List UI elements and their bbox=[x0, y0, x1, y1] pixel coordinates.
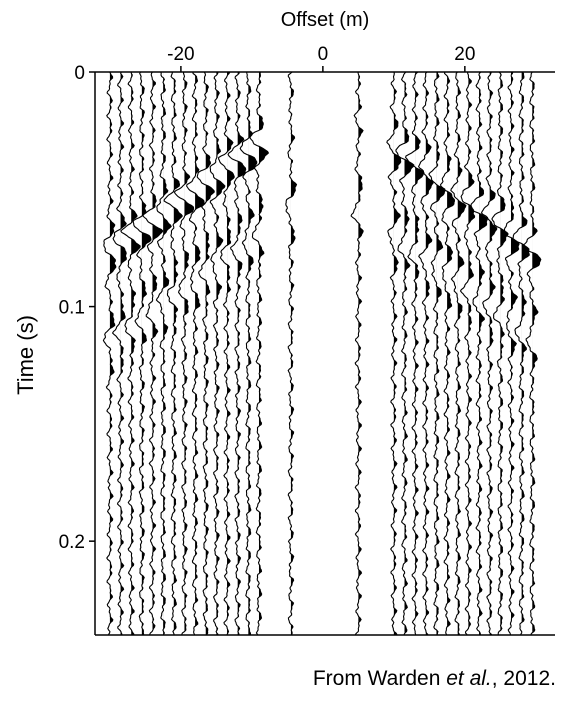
caption: From Warden et al., 2012. bbox=[313, 667, 556, 690]
trace bbox=[111, 71, 127, 635]
trace-fill bbox=[227, 72, 235, 635]
trace bbox=[218, 71, 235, 635]
trace bbox=[285, 71, 298, 635]
trace bbox=[512, 71, 530, 635]
caption-italic: et al. bbox=[446, 667, 492, 690]
trace bbox=[459, 71, 476, 635]
trace-fill bbox=[237, 72, 246, 635]
x-tick-label: 20 bbox=[454, 44, 475, 65]
trace-fill bbox=[290, 72, 297, 635]
trace bbox=[386, 71, 402, 635]
trace bbox=[440, 71, 456, 635]
x-tick-label: 0 bbox=[318, 44, 329, 65]
trace-fill bbox=[479, 72, 488, 635]
trace-fill bbox=[173, 72, 183, 635]
trace bbox=[350, 71, 364, 635]
trace-fill bbox=[468, 72, 475, 635]
x-axis-title: Offset (m) bbox=[281, 9, 370, 31]
trace-fill bbox=[457, 72, 466, 635]
y-tick-label: 0.1 bbox=[59, 298, 85, 319]
trace-fill bbox=[141, 72, 151, 635]
trace bbox=[417, 71, 434, 635]
trace-fill bbox=[248, 72, 257, 635]
trace bbox=[503, 71, 520, 635]
trace bbox=[155, 71, 172, 635]
trace-fill bbox=[500, 72, 509, 635]
y-tick-label: 0 bbox=[74, 63, 85, 84]
trace-fill bbox=[489, 72, 497, 635]
trace-fill bbox=[184, 72, 194, 635]
trace bbox=[142, 71, 164, 635]
trace bbox=[523, 71, 542, 635]
trace bbox=[491, 71, 509, 635]
trace bbox=[404, 71, 425, 635]
trace bbox=[132, 71, 152, 635]
trace-fill bbox=[258, 72, 269, 635]
trace bbox=[450, 71, 467, 635]
trace bbox=[249, 71, 270, 635]
y-tick-label: 0.2 bbox=[59, 532, 85, 553]
trace bbox=[239, 71, 258, 635]
trace-fill bbox=[216, 72, 225, 635]
trace-fill bbox=[436, 72, 445, 635]
caption-text: , 2012. bbox=[492, 667, 556, 690]
trace-fill bbox=[120, 72, 127, 635]
trace bbox=[395, 71, 415, 635]
trace bbox=[185, 71, 205, 635]
trace bbox=[470, 71, 489, 635]
trace bbox=[196, 71, 215, 635]
trace bbox=[163, 71, 183, 635]
trace bbox=[173, 71, 195, 635]
trace bbox=[120, 71, 141, 635]
caption-text: From Warden bbox=[313, 667, 446, 690]
trace bbox=[480, 71, 498, 635]
trace-fill bbox=[393, 72, 401, 635]
trace bbox=[209, 71, 226, 635]
y-axis-title: Time (s) bbox=[13, 315, 38, 395]
trace bbox=[102, 71, 117, 635]
trace-fill bbox=[131, 72, 141, 635]
trace bbox=[227, 71, 247, 635]
trace bbox=[428, 71, 446, 635]
trace-fill bbox=[425, 72, 434, 635]
x-tick-label: -20 bbox=[167, 44, 194, 65]
trace-fill bbox=[163, 72, 172, 635]
